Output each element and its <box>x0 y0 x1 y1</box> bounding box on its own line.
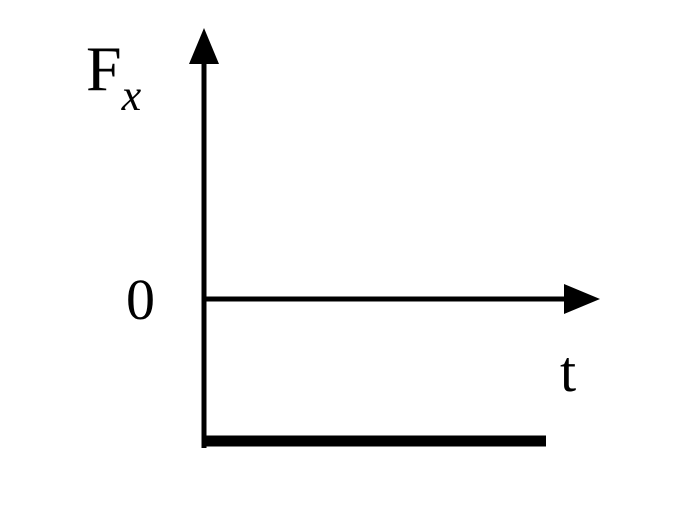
y-axis-arrowhead <box>189 28 219 64</box>
origin-label: 0 <box>126 266 155 333</box>
x-axis-label: t <box>560 338 576 405</box>
y-axis-label-main: F <box>86 33 122 104</box>
x-axis-arrowhead <box>564 284 600 314</box>
y-axis-label-subscript: x <box>122 71 142 120</box>
force-vs-time-chart: Fx 0 t <box>0 0 686 508</box>
y-axis-label: Fx <box>86 32 141 115</box>
